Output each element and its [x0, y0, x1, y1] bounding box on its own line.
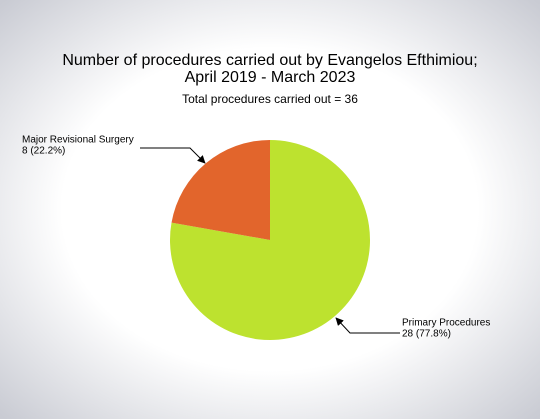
chart-subtitle: Total procedures carried out = 36 [182, 92, 358, 106]
pie-slice [169, 140, 370, 341]
chart-title: April 2019 - March 2023 [185, 69, 356, 86]
slice-value-label: 8 (22.2%) [22, 146, 65, 157]
slice-label: Major Revisional Surgery [22, 135, 134, 146]
leader-line [335, 317, 400, 334]
pie-slice [171, 140, 270, 240]
slice-value-label: 28 (77.8%) [402, 329, 451, 340]
chart-title: Number of procedures carried out by Evan… [62, 52, 477, 69]
leader-line [140, 147, 206, 164]
slice-label: Primary Procedures [402, 318, 490, 329]
